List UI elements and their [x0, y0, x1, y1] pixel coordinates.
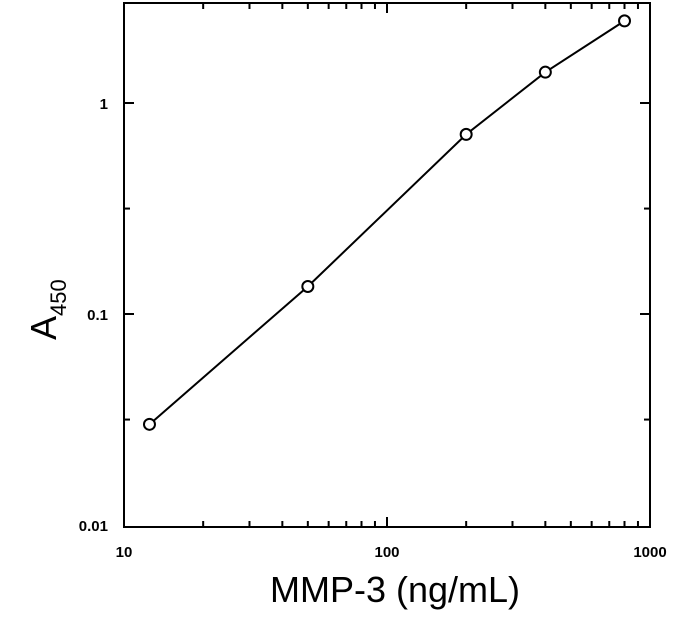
x-tick-label: 100 [374, 544, 399, 561]
x-tick-label: 1000 [633, 544, 666, 561]
data-point [538, 65, 552, 79]
plot-frame [123, 2, 651, 528]
data-point [618, 14, 632, 28]
y-axis-title-main: A [23, 316, 64, 340]
x-tick-label: 10 [116, 544, 133, 561]
axis-ticks [124, 3, 650, 527]
data-point [301, 279, 315, 293]
y-tick-label: 0.01 [79, 518, 108, 535]
data-point [459, 127, 473, 141]
svg-text:A450: A450 [23, 279, 71, 340]
y-axis-title: A450 [23, 279, 71, 340]
x-axis-title: MMP-3 (ng/mL) [270, 569, 520, 610]
y-tick-label: 1 [100, 96, 108, 113]
y-tick-label: 0.1 [87, 307, 108, 324]
tick-labels: 10 100 1000 0.01 0.1 1 [79, 96, 667, 561]
data-point [142, 417, 156, 431]
series-line [148, 20, 626, 426]
data-markers [142, 14, 632, 431]
y-axis-title-sub: 450 [46, 279, 71, 316]
